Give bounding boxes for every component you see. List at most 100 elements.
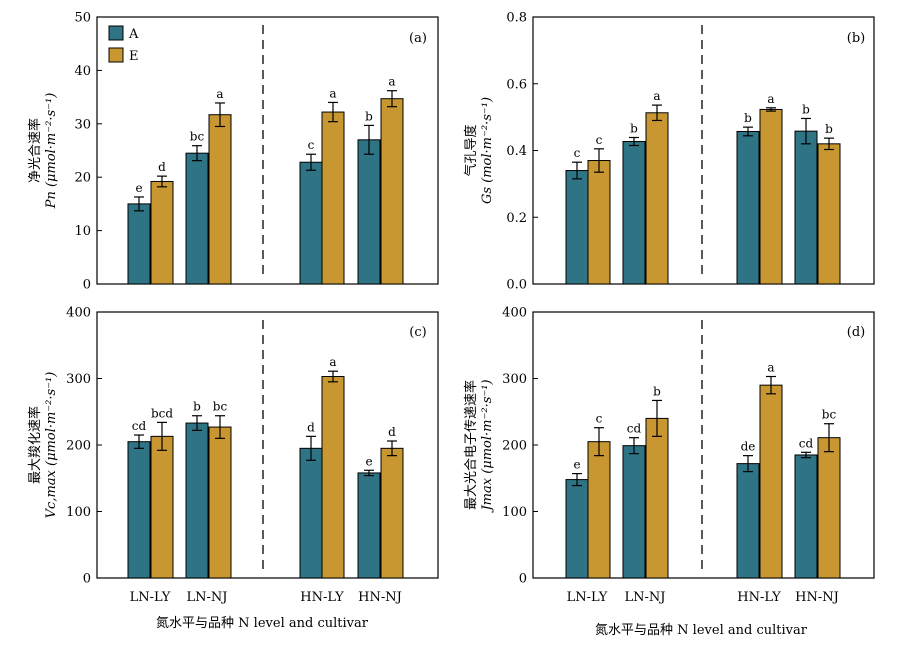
significance-letter: d [388,425,396,439]
x-tick-label: HN-LY [300,590,344,605]
significance-letter: e [135,181,142,195]
significance-letter: a [329,355,336,369]
significance-letter: c [596,133,603,147]
y-axis-label-en: Jmax (μmol·m⁻²·s⁻¹) [480,379,495,513]
y-tick-label: 0.6 [506,77,527,92]
significance-letter: a [329,86,336,100]
bar-A-LN-NJ [622,140,646,285]
x-axis-label: 氮水平与品种 N level and cultivar [595,623,808,638]
significance-letter: cd [799,436,814,450]
bar-E-HN-LY [759,108,783,285]
y-tick-label: 0 [83,278,91,293]
legend-label: A [128,27,139,42]
bar-E-HN-LY [759,384,783,579]
bar-A-LN-LY [127,203,151,285]
y-tick-label: 0.8 [506,11,527,26]
significance-letter: c [308,138,315,152]
x-tick-label: HN-NJ [358,590,402,605]
y-axis-label-en: Vc,max (μmol·m⁻²·s⁻¹) [44,372,59,519]
bar-E-HN-LY [321,376,345,579]
significance-letter: c [596,412,603,426]
significance-letter: d [158,160,166,174]
bar-A-HN-LY [299,161,323,285]
y-tick-label: 400 [66,306,91,321]
y-tick-label: 0.2 [506,211,527,226]
significance-letter: bcd [151,406,173,420]
panel-label: (b) [847,31,865,46]
y-tick-label: 100 [66,505,91,520]
bar-E-HN-NJ [817,437,841,579]
y-axis-label-cn: 最大光合电子传递速率 [463,380,479,510]
bar-E-HN-LY [321,111,345,285]
significance-letter: e [573,458,580,472]
legend-label: E [129,49,139,64]
significance-letter: b [825,122,833,136]
y-tick-label: 40 [74,64,91,79]
significance-letter: bc [213,400,228,414]
y-axis-label-en: Pn (μmol·m⁻²·s⁻¹) [44,93,59,210]
bar-E-HN-NJ [817,143,841,285]
significance-letter: a [388,75,395,89]
significance-letter: a [767,361,774,375]
bar-A-HN-NJ [794,130,818,285]
bar-A-LN-LY [565,170,589,285]
x-tick-label: LN-NJ [625,590,666,605]
significance-letter: e [365,454,372,468]
y-tick-label: 0.0 [506,278,527,293]
bar-E-LN-LY [150,435,174,579]
y-tick-label: 0 [83,572,91,587]
x-tick-label: LN-LY [567,590,608,605]
y-axis-label-cn: 最大羧化速率 [27,406,43,484]
bar-A-HN-LY [299,447,323,579]
y-tick-label: 50 [74,11,91,26]
significance-letter: de [741,440,756,454]
bar-A-LN-NJ [622,445,646,579]
bar-E-LN-LY [150,180,174,285]
bar-E-LN-NJ [645,417,669,579]
bar-A-LN-LY [127,441,151,579]
x-tick-label: HN-LY [737,590,781,605]
significance-letter: b [193,400,201,414]
x-tick-label: HN-NJ [795,590,839,605]
y-tick-label: 20 [74,171,91,186]
y-tick-label: 200 [502,439,527,454]
y-tick-label: 10 [74,224,91,239]
significance-letter: a [767,92,774,106]
bar-E-HN-NJ [380,447,404,579]
bar-A-LN-NJ [185,152,209,285]
significance-letter: bc [822,408,837,422]
significance-letter: c [574,146,581,160]
x-tick-label: LN-LY [130,590,171,605]
significance-letter: a [653,89,660,103]
y-tick-label: 100 [502,505,527,520]
plot-frame [96,16,439,285]
y-tick-label: 400 [502,306,527,321]
y-axis-label-en: Gs (mol·m⁻²·s⁻¹) [480,97,495,204]
bar-A-LN-LY [565,479,589,579]
significance-letter: b [744,111,752,125]
bar-A-HN-LY [736,463,760,579]
significance-letter: cd [627,422,642,436]
significance-letter: d [307,420,315,434]
panel-label: (a) [409,31,427,46]
bar-E-LN-LY [587,441,611,579]
bar-A-HN-LY [736,130,760,285]
bar-A-LN-NJ [185,422,209,579]
y-axis-label-cn: 净光合速率 [27,118,43,183]
bar-A-HN-NJ [794,454,818,579]
panel-label: (c) [409,325,426,340]
bar-A-HN-NJ [357,139,381,285]
y-tick-label: 300 [66,372,91,387]
x-tick-label: LN-NJ [187,590,228,605]
bar-E-HN-NJ [380,98,404,285]
significance-letter: b [802,102,810,116]
bar-E-LN-NJ [208,426,232,579]
panel-label: (d) [847,325,865,340]
significance-letter: b [365,109,373,123]
legend-swatch-E [108,47,124,63]
bar-E-LN-NJ [645,112,669,285]
y-axis-label-cn: 气孔导度 [463,124,479,176]
legend-swatch-A [108,25,124,41]
bar-E-LN-LY [587,160,611,285]
